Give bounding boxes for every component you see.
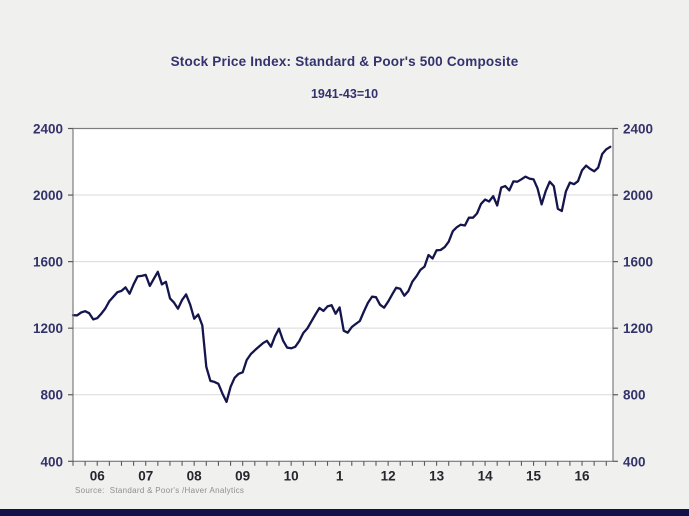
y-axis-label-right: 1600 (623, 255, 653, 270)
y-axis-label-right: 1200 (623, 321, 653, 336)
x-axis-label: 10 (284, 468, 299, 483)
x-axis-label: 09 (235, 468, 250, 483)
x-axis-label: 06 (90, 468, 106, 483)
plot-area (73, 128, 613, 462)
y-axis-label-right: 2400 (623, 122, 653, 137)
x-axis-label: 12 (381, 468, 396, 483)
source-caption: Source: Standard & Poor's /Haver Analyti… (75, 486, 245, 495)
y-axis-label-left: 1200 (33, 321, 63, 336)
plot-frame (72, 127, 614, 462)
sp500-line (71, 145, 612, 404)
chart-subtitle: 1941-43=10 (310, 87, 379, 101)
y-axis-label-left: 1600 (33, 255, 63, 270)
x-axis-label: 1 (336, 468, 344, 483)
x-axis-label: 07 (138, 468, 153, 483)
y-axis-label-left: 2000 (33, 188, 63, 203)
chart-title: Stock Price Index: Standard & Poor's 500… (170, 54, 519, 69)
y-axis-label-right: 2000 (623, 188, 653, 203)
bottom-navy-strip (0, 509, 689, 516)
x-axis-label: 16 (575, 468, 591, 483)
x-axis-label: 14 (478, 468, 494, 483)
y-axis-label-left: 800 (40, 388, 63, 403)
y-axis-label-left: 2400 (33, 122, 63, 137)
y-axis-label-right: 800 (623, 388, 646, 403)
x-axis-label: 08 (187, 468, 203, 483)
x-axis-label: 15 (526, 468, 542, 483)
x-axis-label: 13 (429, 468, 445, 483)
y-axis-label-right: 400 (623, 454, 646, 469)
y-axis-label-left: 400 (40, 454, 63, 469)
